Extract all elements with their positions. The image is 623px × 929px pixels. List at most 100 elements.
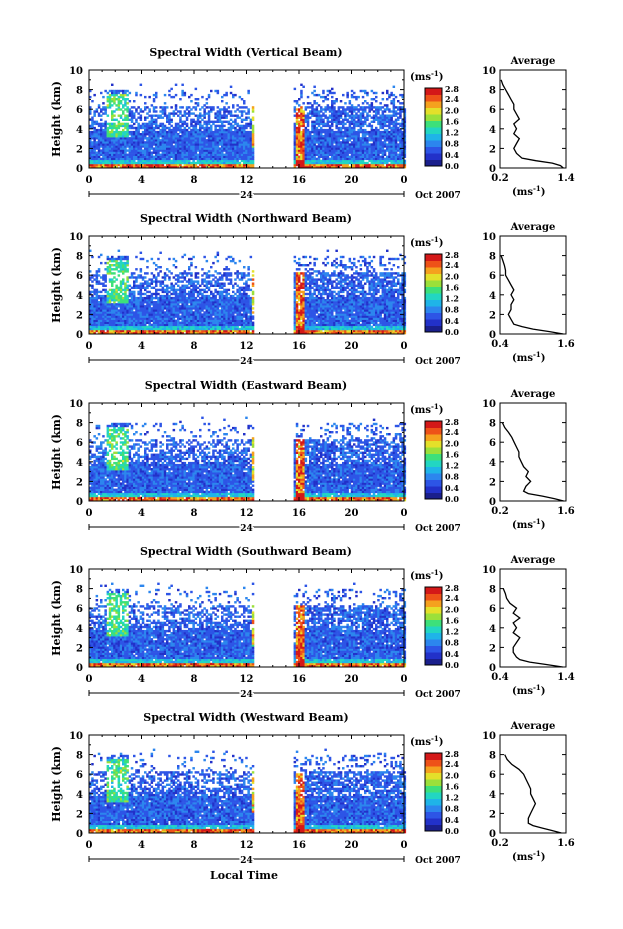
heatmap-cell — [111, 133, 114, 136]
heatmap-cell — [146, 290, 149, 294]
heatmap-cell — [166, 114, 169, 117]
heatmap-cell — [386, 116, 389, 119]
heatmap-cell — [377, 128, 380, 132]
heatmap-cell — [130, 299, 134, 302]
heatmap-cell — [203, 321, 206, 324]
heatmap-cell — [199, 284, 202, 287]
heatmap-cell — [104, 126, 107, 130]
heatmap-cell — [181, 299, 184, 302]
heatmap-cell — [122, 292, 125, 296]
heatmap-cell — [201, 303, 204, 306]
heatmap-cell — [379, 118, 382, 121]
heatmap-cell — [229, 130, 233, 134]
heatmap-cell — [146, 124, 149, 128]
heatmap-cell — [185, 325, 189, 329]
heatmap-cell — [177, 327, 180, 331]
heatmap-cell — [350, 157, 354, 161]
heatmap-cell — [115, 108, 118, 111]
heatmap-cell — [89, 249, 92, 252]
heatmap-cell — [179, 135, 182, 138]
heatmap-cell — [377, 108, 380, 111]
heatmap-cell — [174, 315, 178, 318]
heatmap-cell — [225, 116, 228, 119]
heatmap-cell — [91, 145, 94, 148]
heatmap-cell — [399, 137, 402, 140]
heatmap-cell — [104, 128, 107, 132]
heatmap-cell — [89, 163, 92, 167]
heatmap-cell — [328, 163, 332, 167]
heatmap-cell — [111, 161, 114, 165]
heatmap-cell — [97, 143, 101, 146]
heatmap-cell — [317, 104, 321, 107]
heatmap-cell — [185, 165, 189, 169]
heatmap-cell — [205, 307, 209, 310]
heatmap-cell — [234, 133, 237, 136]
heatmap-cell — [166, 301, 169, 304]
heatmap-cell — [179, 159, 182, 163]
heatmap-cell — [111, 327, 114, 331]
heatmap-cell — [185, 157, 189, 161]
heatmap-cell — [388, 155, 391, 158]
heatmap-cell — [163, 106, 167, 109]
heatmap-cell — [163, 288, 167, 292]
heatmap-cell — [357, 128, 360, 132]
heatmap-cell — [221, 153, 224, 156]
heatmap-cell — [100, 299, 103, 302]
heatmap-cell — [166, 116, 169, 119]
heatmap-cell — [91, 130, 94, 134]
heatmap-cell — [306, 137, 310, 140]
heatmap-cell — [97, 270, 101, 273]
heatmap-cell — [139, 294, 143, 298]
heatmap-cell — [108, 163, 112, 167]
heatmap-cell — [139, 317, 143, 320]
heatmap-cell — [203, 299, 206, 302]
heatmap-cell — [196, 133, 200, 136]
heatmap-cell — [152, 135, 156, 138]
heatmap-cell — [104, 151, 107, 154]
heatmap-cell — [315, 137, 319, 140]
heatmap-cell — [326, 145, 330, 148]
heatmap-cell — [117, 89, 121, 93]
heatmap-cell — [214, 130, 217, 134]
heatmap-cell — [295, 120, 299, 123]
heatmap-cell — [335, 159, 338, 163]
heatmap-cell — [221, 145, 224, 148]
heatmap-cell — [91, 284, 94, 287]
heatmap-cell — [229, 151, 233, 154]
heatmap-cell — [353, 165, 356, 169]
heatmap-cell — [392, 122, 396, 126]
heatmap-cell — [128, 147, 132, 150]
heatmap-cell — [124, 317, 127, 320]
heatmap-cell — [174, 108, 178, 111]
heatmap-cell — [339, 110, 343, 113]
heatmap-cell — [117, 133, 121, 136]
heatmap-cell — [181, 130, 184, 134]
heatmap-cell — [249, 161, 253, 165]
heatmap-cell — [141, 319, 145, 322]
heatmap-cell — [216, 165, 220, 169]
heatmap-cell — [157, 272, 160, 275]
heatmap-cell — [141, 141, 145, 144]
heatmap-cell — [111, 165, 114, 169]
heatmap-cell — [113, 307, 116, 310]
heatmap-cell — [320, 151, 323, 154]
heatmap-cell — [306, 133, 310, 136]
heatmap-cell — [135, 268, 138, 271]
heatmap-cell — [381, 159, 385, 163]
heatmap-cell — [214, 149, 217, 152]
heatmap-cell — [155, 139, 158, 142]
heatmap-cell — [348, 149, 352, 152]
heatmap-cell — [89, 124, 92, 128]
heatmap-cell — [181, 135, 184, 138]
heatmap-cell — [348, 147, 352, 150]
heatmap-cell — [111, 282, 114, 285]
heatmap-cell — [214, 163, 217, 167]
heatmap-cell — [357, 139, 360, 142]
heatmap-cell — [227, 133, 231, 136]
heatmap-cell — [309, 110, 312, 113]
heatmap-cell — [108, 272, 112, 275]
heatmap-cell — [225, 145, 228, 148]
heatmap-cell — [130, 155, 134, 158]
heatmap-cell — [181, 325, 184, 329]
heatmap-cell — [106, 139, 110, 142]
